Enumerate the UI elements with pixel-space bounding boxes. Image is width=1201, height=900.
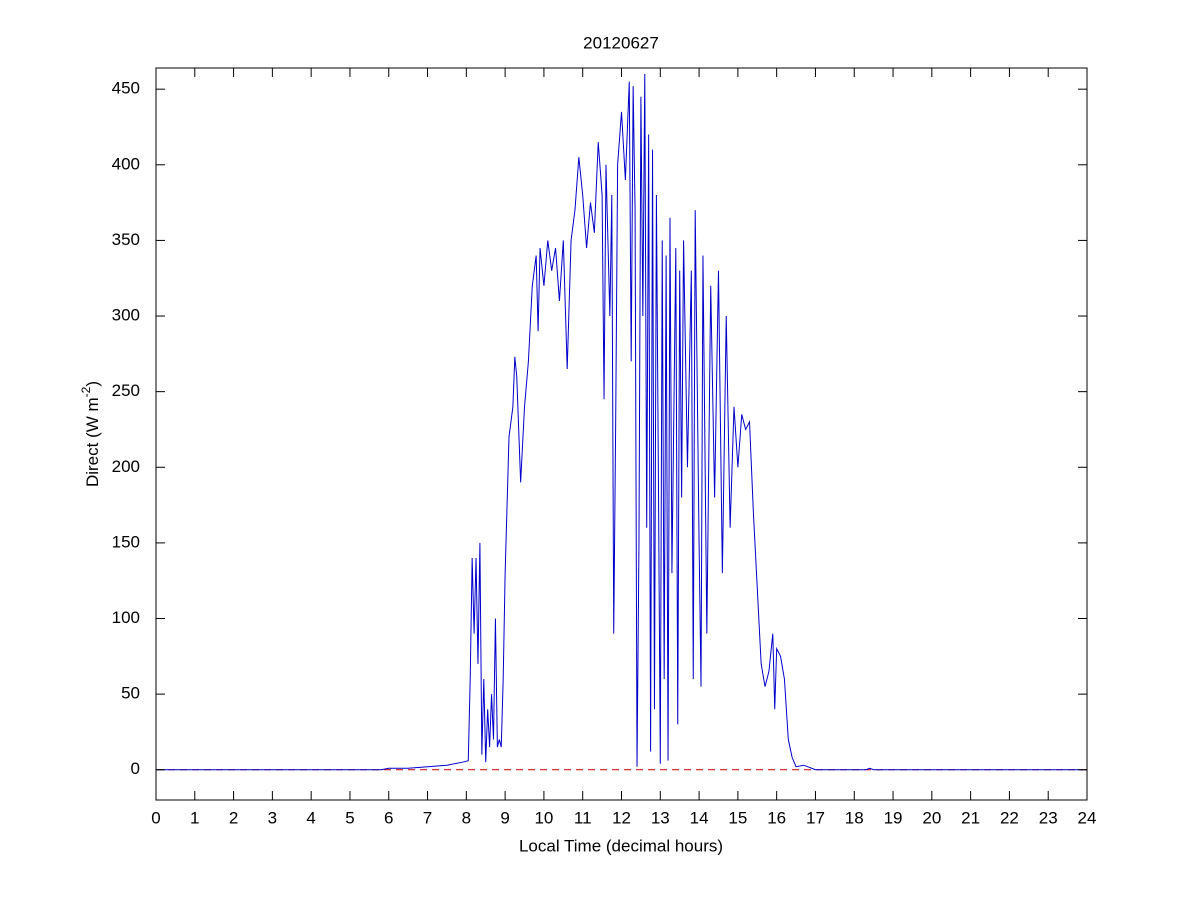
y-tick-label: 50 xyxy=(121,684,140,703)
y-tick-label: 0 xyxy=(131,759,140,778)
y-tick-label: 350 xyxy=(112,230,140,249)
x-tick-label: 22 xyxy=(1000,808,1019,827)
x-tick-label: 18 xyxy=(845,808,864,827)
x-tick-label: 13 xyxy=(651,808,670,827)
x-tick-label: 23 xyxy=(1039,808,1058,827)
x-tick-label: 16 xyxy=(767,808,786,827)
y-tick-label: 250 xyxy=(112,381,140,400)
x-tick-label: 10 xyxy=(534,808,553,827)
x-tick-label: 6 xyxy=(384,808,393,827)
x-tick-label: 11 xyxy=(574,808,592,827)
y-tick-label: 450 xyxy=(112,79,140,98)
x-tick-label: 14 xyxy=(690,808,709,827)
x-tick-label: 20 xyxy=(922,808,941,827)
x-tick-label: 3 xyxy=(268,808,277,827)
x-tick-label: 9 xyxy=(500,808,509,827)
x-tick-label: 21 xyxy=(961,808,980,827)
x-tick-label: 15 xyxy=(728,808,747,827)
x-tick-label: 17 xyxy=(806,808,825,827)
y-axis-label-text: Direct (W m xyxy=(83,397,102,487)
x-tick-label: 2 xyxy=(229,808,238,827)
x-tick-label: 19 xyxy=(884,808,903,827)
data-line xyxy=(156,74,1087,771)
y-tick-label: 200 xyxy=(112,457,140,476)
x-tick-label: 12 xyxy=(612,808,631,827)
y-axis-label-sup: -2 xyxy=(79,386,93,397)
y-axis-label-end: ) xyxy=(83,381,102,387)
x-axis-label: Local Time (decimal hours) xyxy=(519,836,723,855)
x-tick-label: 0 xyxy=(151,808,160,827)
x-tick-label: 5 xyxy=(345,808,354,827)
y-tick-label: 100 xyxy=(112,608,140,627)
y-tick-label: 400 xyxy=(112,154,140,173)
y-tick-label: 150 xyxy=(112,532,140,551)
x-tick-label: 8 xyxy=(462,808,471,827)
y-axis-label: Direct (W m-2) xyxy=(79,381,102,487)
chart-title: 20120627 xyxy=(583,33,659,52)
x-tick-label: 7 xyxy=(423,808,432,827)
x-tick-label: 4 xyxy=(306,808,315,827)
x-tick-label: 1 xyxy=(190,808,199,827)
x-tick-label: 24 xyxy=(1078,808,1097,827)
y-tick-label: 300 xyxy=(112,306,140,325)
